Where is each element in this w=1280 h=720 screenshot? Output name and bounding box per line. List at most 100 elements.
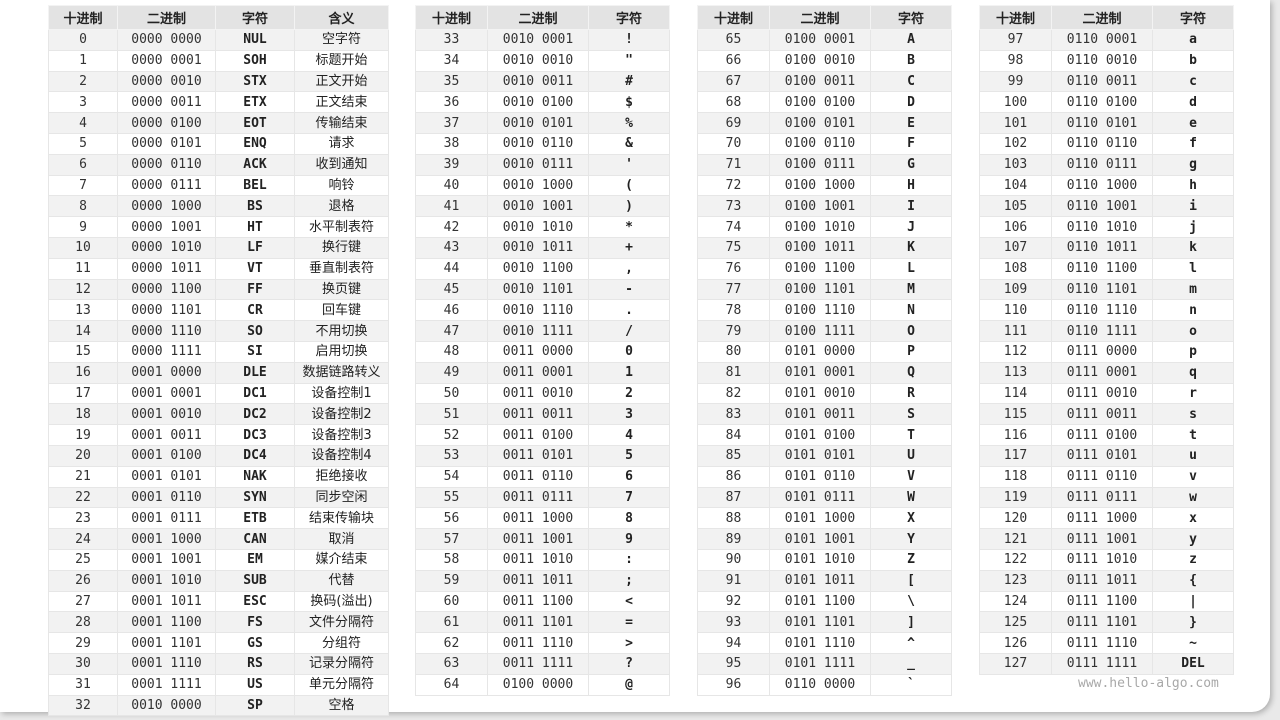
char-cell: l <box>1152 257 1234 280</box>
binary-cell: 0011 1000 <box>487 507 589 530</box>
decimal-cell: 75 <box>697 236 770 259</box>
decimal-cell: 10 <box>48 236 118 259</box>
table-row: 76 0100 1100 L <box>697 257 952 280</box>
decimal-cell: 86 <box>697 465 770 488</box>
binary-cell: 0001 1001 <box>117 548 216 571</box>
header-row: 十进制 二进制 字符 <box>979 5 1234 30</box>
binary-cell: 0110 0011 <box>1051 70 1153 93</box>
binary-cell: 0000 0001 <box>117 49 216 72</box>
meaning-cell: 正文开始 <box>294 70 389 93</box>
table-row: 106 0110 1010 j <box>979 216 1234 238</box>
char-cell: ) <box>588 195 670 218</box>
table-row: 94 0101 1110 ^ <box>697 632 952 654</box>
table-row: 92 0101 1100 \ <box>697 590 952 613</box>
table-row: 122 0111 1010 z <box>979 548 1234 571</box>
binary-cell: 0100 0011 <box>769 70 871 93</box>
binary-cell: 0001 0110 <box>117 486 216 509</box>
char-cell: U <box>870 444 952 467</box>
binary-cell: 0000 1100 <box>117 278 216 301</box>
decimal-cell: 93 <box>697 611 770 634</box>
decimal-cell: 46 <box>415 299 488 322</box>
table-row: 12 0000 1100 FF 换页键 <box>48 278 389 301</box>
binary-cell: 0101 0101 <box>769 444 871 467</box>
binary-cell: 0010 1001 <box>487 195 589 218</box>
binary-cell: 0011 0101 <box>487 444 589 467</box>
table-row: 95 0101 1111 _ <box>697 652 952 675</box>
decimal-cell: 80 <box>697 340 770 363</box>
char-cell: e <box>1152 112 1234 134</box>
binary-cell: 0111 1010 <box>1051 548 1153 571</box>
table-row: 119 0111 0111 w <box>979 486 1234 509</box>
char-cell: J <box>870 216 952 238</box>
table-row: 36 0010 0100 $ <box>415 91 670 114</box>
char-cell: 3 <box>588 403 670 426</box>
decimal-cell: 105 <box>979 195 1052 218</box>
char-cell: ACK <box>215 153 295 176</box>
decimal-cell: 69 <box>697 112 770 134</box>
char-cell: ETX <box>215 91 295 114</box>
char-cell: DC1 <box>215 382 295 405</box>
table-row: 115 0111 0011 s <box>979 403 1234 426</box>
binary-cell: 0101 0110 <box>769 465 871 488</box>
column-header-bin: 二进制 <box>1051 5 1153 30</box>
binary-cell: 0001 0100 <box>117 444 216 467</box>
char-cell: s <box>1152 403 1234 426</box>
char-cell: X <box>870 507 952 530</box>
decimal-cell: 100 <box>979 91 1052 114</box>
decimal-cell: 59 <box>415 569 488 592</box>
char-cell: BS <box>215 195 295 218</box>
table-row: 46 0010 1110. <box>415 299 670 322</box>
column-header-char: 字符 <box>870 5 952 30</box>
binary-cell: 0010 0010 <box>487 49 589 72</box>
char-cell: GS <box>215 632 295 654</box>
decimal-cell: 121 <box>979 528 1052 550</box>
char-cell: NUL <box>215 29 295 51</box>
meaning-cell: 换码(溢出) <box>294 590 389 613</box>
char-cell: [ <box>870 569 952 592</box>
char-cell: SI <box>215 340 295 363</box>
binary-cell: 0100 1111 <box>769 320 871 342</box>
binary-cell: 0110 0010 <box>1051 49 1153 72</box>
table-row: 84 0101 0100 T <box>697 424 952 446</box>
binary-cell: 0100 1010 <box>769 216 871 238</box>
char-cell: w <box>1152 486 1234 509</box>
meaning-cell: 请求 <box>294 132 389 155</box>
decimal-cell: 70 <box>697 132 770 155</box>
binary-cell: 0010 1111 <box>487 320 589 342</box>
binary-cell: 0111 1110 <box>1051 632 1153 654</box>
char-cell: NAK <box>215 465 295 488</box>
char-cell: I <box>870 195 952 218</box>
char-cell: DC2 <box>215 403 295 426</box>
char-cell: < <box>588 590 670 613</box>
binary-cell: 0001 0101 <box>117 465 216 488</box>
decimal-cell: 120 <box>979 507 1052 530</box>
table-row: 59 0011 1011; <box>415 569 670 592</box>
binary-cell: 0111 0110 <box>1051 465 1153 488</box>
binary-cell: 0001 1101 <box>117 632 216 654</box>
decimal-cell: 21 <box>48 465 118 488</box>
table-row: 21 0001 0101 NAK 拒绝接收 <box>48 465 389 488</box>
table-row: 50 0011 0010 2 <box>415 382 670 405</box>
table-row: 82 0101 0010 R <box>697 382 952 405</box>
meaning-cell: 媒介结束 <box>294 548 389 571</box>
binary-cell: 0011 1011 <box>487 569 589 592</box>
binary-cell: 0010 1101 <box>487 278 589 301</box>
table-row: 24 0001 1000 CAN 取消 <box>48 528 389 550</box>
table-row: 8 0000 1000 BS 退格 <box>48 195 389 218</box>
table-row: 6 0000 0110 ACK 收到通知 <box>48 153 389 176</box>
decimal-cell: 90 <box>697 548 770 571</box>
binary-cell: 0011 0011 <box>487 403 589 426</box>
binary-cell: 0110 1101 <box>1051 278 1153 301</box>
table-row: 80 0101 0000 P <box>697 340 952 363</box>
binary-cell: 0011 1010 <box>487 548 589 571</box>
char-cell: # <box>588 70 670 93</box>
char-cell: x <box>1152 507 1234 530</box>
meaning-cell: 单元分隔符 <box>294 673 389 696</box>
header-row: 十进制 二进制 字符 <box>697 5 952 30</box>
decimal-cell: 113 <box>979 361 1052 384</box>
table-row: 27 0001 1011 ESC 换码(溢出) <box>48 590 389 613</box>
table-row: 70 0100 0110 F <box>697 132 952 155</box>
binary-cell: 0000 0101 <box>117 132 216 155</box>
char-cell: r <box>1152 382 1234 405</box>
